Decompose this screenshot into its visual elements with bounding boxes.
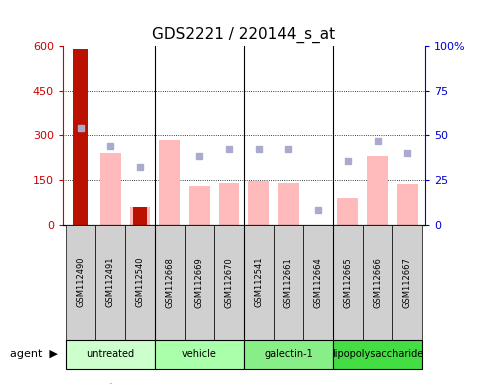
Bar [278,183,299,225]
Bar [66,340,155,369]
Text: GSM112661: GSM112661 [284,257,293,308]
Text: GSM112666: GSM112666 [373,257,382,308]
Bar [338,198,358,225]
Bar [96,225,125,340]
Title: GDS2221 / 220144_s_at: GDS2221 / 220144_s_at [152,27,336,43]
Bar [185,225,214,340]
Bar [100,153,121,225]
Text: GSM112665: GSM112665 [343,257,352,308]
Bar [367,156,388,225]
Text: lipopolysaccharide: lipopolysaccharide [332,349,423,359]
Text: GSM112668: GSM112668 [165,257,174,308]
Bar [397,184,418,225]
Text: count: count [85,383,114,384]
Bar [248,182,269,225]
Text: GSM112667: GSM112667 [403,257,412,308]
Text: GSM112670: GSM112670 [225,257,234,308]
Bar [125,225,155,340]
Text: GSM112490: GSM112490 [76,257,85,308]
Bar [273,225,303,340]
Bar [363,225,392,340]
Bar [129,207,150,225]
Text: GSM112491: GSM112491 [106,257,115,308]
Bar [303,225,333,340]
Text: GSM112664: GSM112664 [313,257,323,308]
Text: vehicle: vehicle [182,349,217,359]
Bar [159,140,180,225]
Bar [244,340,333,369]
Text: agent  ▶: agent ▶ [10,349,58,359]
Bar [66,225,96,340]
Bar [244,225,273,340]
Bar [155,225,185,340]
Bar [333,225,363,340]
Bar [333,340,422,369]
Bar [73,49,88,225]
Bar [214,225,244,340]
Bar [189,186,210,225]
Text: untreated: untreated [86,349,134,359]
Text: GSM112540: GSM112540 [136,257,144,308]
Text: galectin-1: galectin-1 [264,349,313,359]
Bar [155,340,244,369]
Text: GSM112669: GSM112669 [195,257,204,308]
Bar [133,207,147,225]
Bar [392,225,422,340]
Text: GSM112541: GSM112541 [254,257,263,308]
Bar [219,183,240,225]
